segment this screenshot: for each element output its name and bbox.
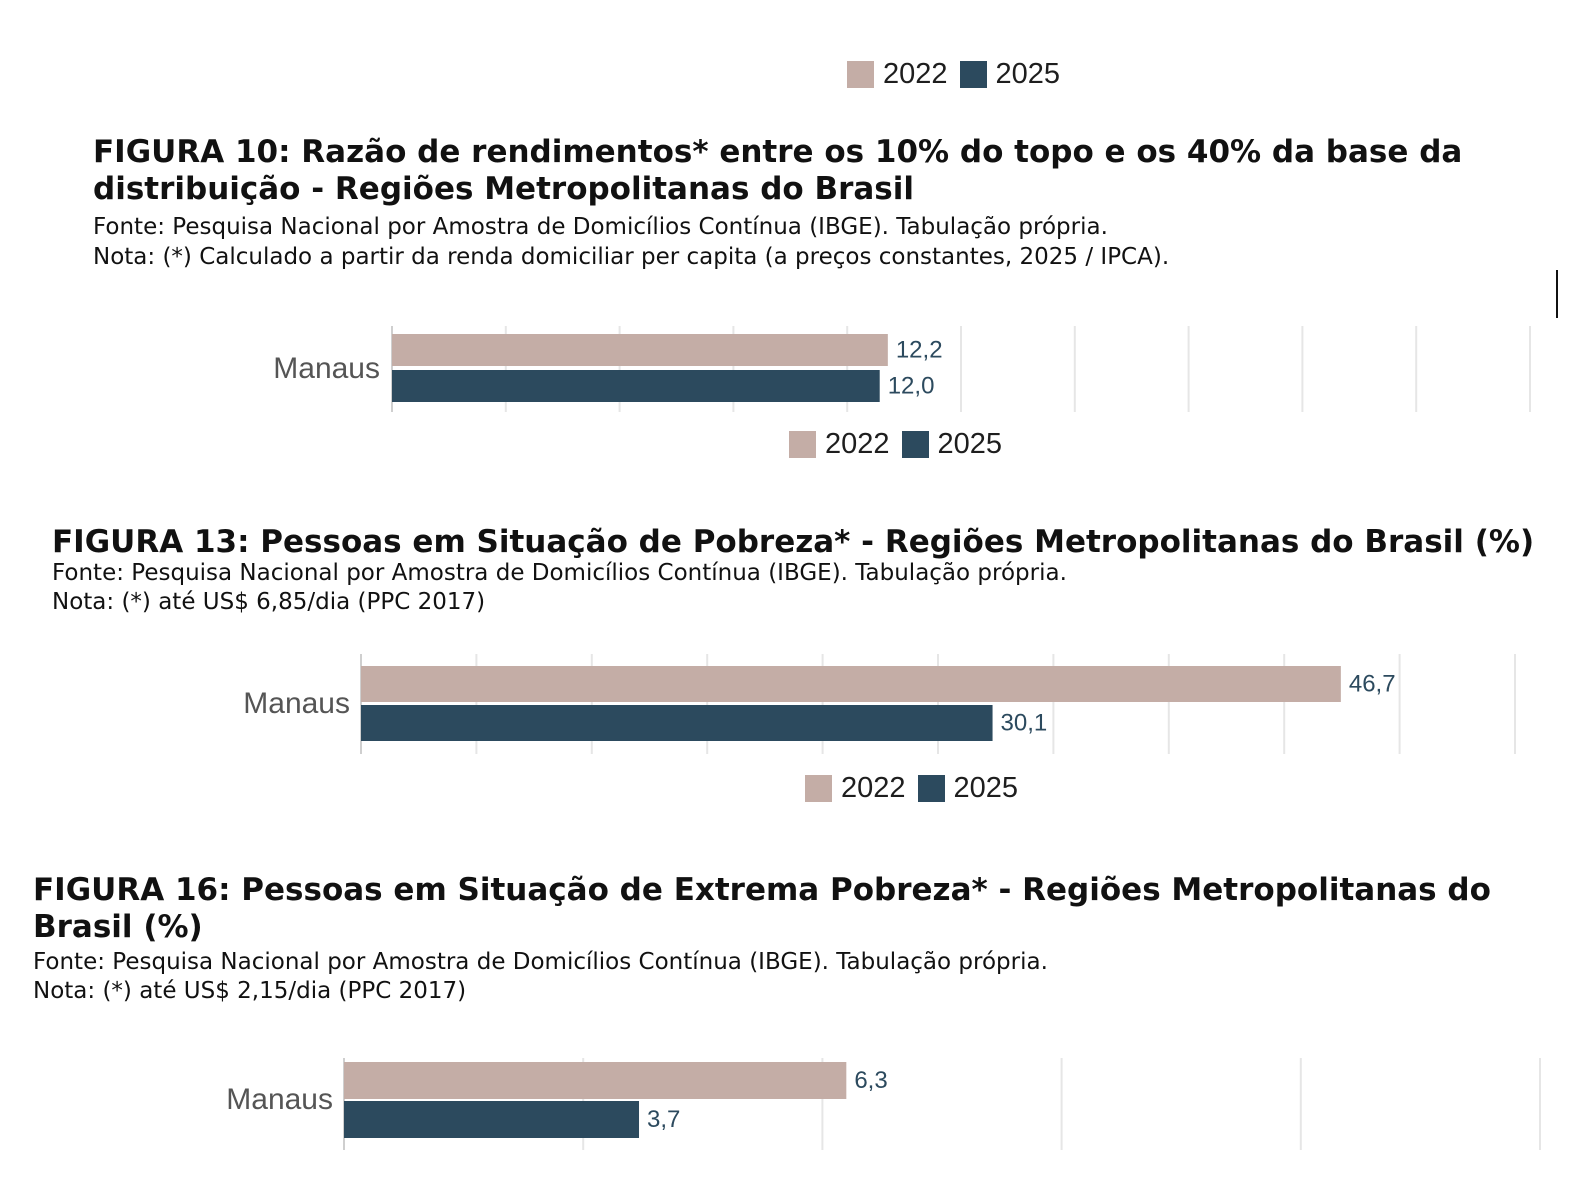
fig13-chart: Manaus 46,7 30,1 (243, 654, 1516, 754)
legend-swatch-2022 (847, 61, 874, 88)
data-label-2025: 12,0 (888, 372, 935, 399)
fig16-source: Fonte: Pesquisa Nacional por Amostra de … (33, 949, 1048, 975)
fig13-source: Fonte: Pesquisa Nacional por Amostra de … (52, 560, 1067, 586)
legend-top: 2022 2025 (847, 58, 1072, 91)
data-label-2022: 12,2 (896, 336, 943, 363)
fig13-title: FIGURA 13: Pessoas em Situação de Pobrez… (52, 524, 1535, 560)
bar-2022 (392, 334, 888, 366)
legend-label-2025: 2025 (953, 772, 1019, 804)
bar-2025 (392, 370, 880, 402)
legend-label-2025: 2025 (937, 428, 1003, 460)
fig10-title: FIGURA 10: Razão de rendimentos* entre o… (93, 134, 1463, 207)
legend-label-2022: 2022 (841, 772, 906, 804)
bar-2025 (361, 705, 993, 741)
legend-label-2025: 2025 (995, 58, 1061, 90)
legend-swatch-2022 (805, 775, 832, 802)
fig10-chart: Manaus 12,2 12,0 (273, 326, 1531, 412)
data-label-2022: 46,7 (1349, 670, 1396, 697)
category-label: Manaus (273, 352, 380, 385)
fig16-title: FIGURA 16: Pessoas em Situação de Extrem… (33, 872, 1491, 945)
legend-label-2022: 2022 (825, 428, 890, 460)
category-label: Manaus (226, 1083, 333, 1116)
fig13-note: Nota: (*) até US$ 6,85/dia (PPC 2017) (52, 589, 486, 615)
data-label-2025: 30,1 (1001, 709, 1048, 736)
fig16-chart: Manaus 6,3 3,7 (226, 1058, 1541, 1150)
legend-swatch-2025 (959, 61, 987, 88)
bar-2022 (361, 666, 1341, 702)
legend-swatch-2025 (901, 431, 929, 458)
category-label: Manaus (243, 687, 350, 720)
legend-label-2022: 2022 (883, 58, 948, 90)
legend-fig13: 2022 2025 (805, 772, 1030, 805)
data-label-2025: 3,7 (647, 1106, 680, 1133)
text-cursor (1556, 270, 1558, 318)
legend-swatch-2025 (917, 775, 945, 802)
bar-2025 (344, 1101, 640, 1138)
bar-2022 (344, 1062, 847, 1099)
fig10-source: Fonte: Pesquisa Nacional por Amostra de … (93, 214, 1108, 240)
fig16-note: Nota: (*) até US$ 2,15/dia (PPC 2017) (33, 978, 467, 1004)
data-label-2022: 6,3 (854, 1067, 887, 1094)
legend-fig10: 2022 2025 (789, 428, 1014, 461)
legend-swatch-2022 (789, 431, 816, 458)
fig10-note: Nota: (*) Calculado a partir da renda do… (93, 244, 1170, 270)
